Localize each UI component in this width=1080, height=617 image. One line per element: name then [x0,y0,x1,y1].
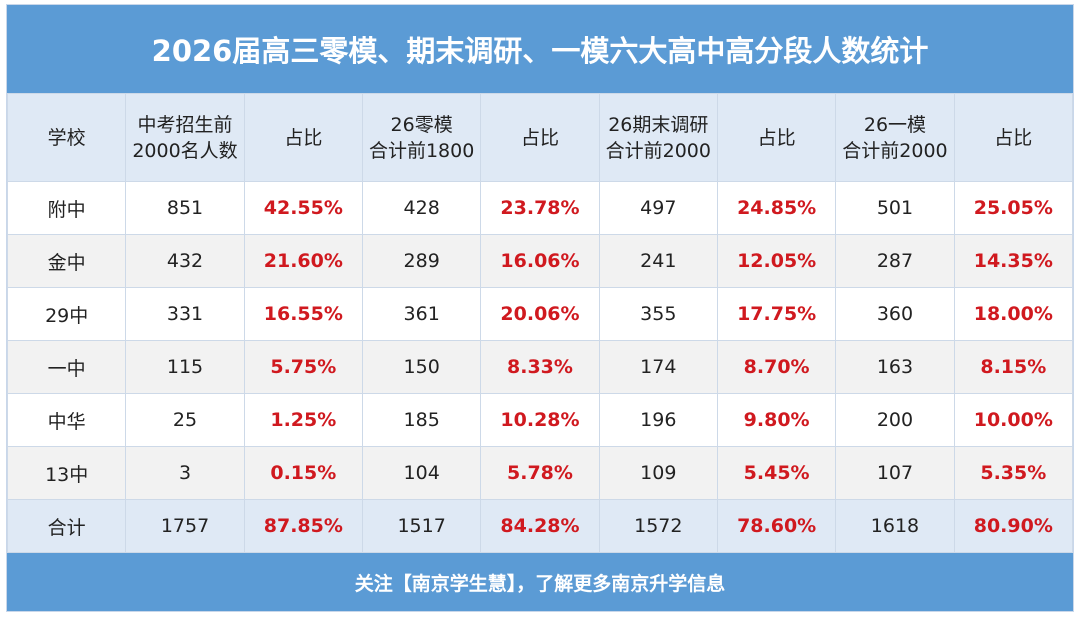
count-cell: 851 [125,181,245,235]
header-zhongkao-ratio: 占比 [243,93,363,182]
header-school: 学校 [6,93,127,182]
table-row: 13中 3 0.15% 104 5.78% 109 5.45% 107 5.35… [6,446,1074,500]
count-cell: 497 [598,181,718,235]
ratio-cell: 17.75% [716,287,837,341]
count-cell: 107 [835,446,955,500]
ratio-cell: 18.00% [953,287,1074,341]
ratio-cell: 8.15% [953,340,1074,394]
ratio-cell: 16.55% [243,287,363,341]
total-ratio-cell: 87.85% [243,499,363,553]
ratio-cell: 0.15% [243,446,363,500]
total-ratio-cell: 84.28% [480,499,600,553]
total-count-cell: 1572 [598,499,718,553]
header-lingmo-ratio: 占比 [480,93,600,182]
count-cell: 331 [125,287,245,341]
ratio-cell: 9.80% [716,393,837,447]
ratio-cell: 23.78% [480,181,600,235]
ratio-cell: 5.35% [953,446,1074,500]
ratio-cell: 20.06% [480,287,600,341]
ratio-cell: 5.78% [480,446,600,500]
count-cell: 360 [835,287,955,341]
header-line: 26期末调研 [608,113,709,136]
total-ratio-cell: 80.90% [953,499,1074,553]
count-cell: 428 [361,181,482,235]
header-line: 合计前2000 [605,139,711,162]
ratio-cell: 5.75% [243,340,363,394]
count-cell: 150 [361,340,482,394]
count-cell: 361 [361,287,482,341]
count-cell: 501 [835,181,955,235]
ratio-cell: 8.70% [716,340,837,394]
count-cell: 25 [125,393,245,447]
table-row: 29中 331 16.55% 361 20.06% 355 17.75% 360… [6,287,1074,341]
table-row: 一中 115 5.75% 150 8.33% 174 8.70% 163 8.1… [6,340,1074,394]
count-cell: 185 [361,393,482,447]
header-line: 占比 [284,126,323,149]
school-cell: 附中 [6,181,127,235]
header-line: 合计前1800 [368,139,475,162]
header-qimo-count: 26期末调研 合计前2000 [598,93,718,182]
total-label-cell: 合计 [6,499,127,553]
header-yimo-count: 26一模合计前2000 [835,93,955,182]
header-zhongkao-count: 中考招生前 2000名人数 [125,93,245,182]
count-cell: 104 [361,446,482,500]
count-cell: 196 [598,393,718,447]
table-header-row: 学校 中考招生前 2000名人数 占比 26零模合计前1800 占比 26期末调研… [6,93,1074,182]
header-lingmo-count: 26零模合计前1800 [361,93,482,182]
ratio-cell: 5.45% [716,446,837,500]
ratio-cell: 21.60% [243,234,363,288]
ratio-cell: 10.00% [953,393,1074,447]
ratio-cell: 1.25% [243,393,363,447]
header-line: 学校 [47,126,86,149]
ratio-cell: 10.28% [480,393,600,447]
total-ratio-cell: 78.60% [716,499,837,553]
school-cell: 一中 [6,340,127,394]
school-cell: 13中 [6,446,127,500]
count-cell: 241 [598,234,718,288]
header-line: 2000名人数 [132,139,238,162]
header-line: 占比 [757,126,796,149]
header-line: 中考招生前 [137,113,233,136]
header-yimo-ratio: 占比 [953,93,1074,182]
header-line: 占比 [994,126,1033,149]
total-count-cell: 1757 [125,499,245,553]
table-row: 金中 432 21.60% 289 16.06% 241 12.05% 287 … [6,234,1074,288]
table-row: 附中 851 42.55% 428 23.78% 497 24.85% 501 … [6,181,1074,235]
total-count-cell: 1618 [835,499,955,553]
stats-card: 2026届高三零模、期末调研、一模六大高中高分段人数统计 学校 中考招生前 200… [6,4,1074,612]
count-cell: 163 [835,340,955,394]
school-cell: 金中 [6,234,127,288]
count-cell: 289 [361,234,482,288]
ratio-cell: 25.05% [953,181,1074,235]
count-cell: 355 [598,287,718,341]
count-cell: 115 [125,340,245,394]
header-line: 合计前2000 [842,139,948,162]
total-row: 合计 1757 87.85% 1517 84.28% 1572 78.60% 1… [6,499,1074,553]
ratio-cell: 14.35% [953,234,1074,288]
table-row: 中华 25 1.25% 185 10.28% 196 9.80% 200 10.… [6,393,1074,447]
page-title: 2026届高三零模、期末调研、一模六大高中高分段人数统计 [7,5,1073,93]
count-cell: 3 [125,446,245,500]
school-cell: 中华 [6,393,127,447]
header-qimo-ratio: 占比 [716,93,837,182]
ratio-cell: 16.06% [480,234,600,288]
count-cell: 432 [125,234,245,288]
count-cell: 174 [598,340,718,394]
ratio-cell: 24.85% [716,181,837,235]
ratio-cell: 12.05% [716,234,837,288]
ratio-cell: 42.55% [243,181,363,235]
stats-table: 学校 中考招生前 2000名人数 占比 26零模合计前1800 占比 26期末调研… [6,93,1074,553]
footer-banner: 关注【南京学生慧】，了解更多南京升学信息 [7,553,1073,611]
total-count-cell: 1517 [361,499,482,553]
school-cell: 29中 [6,287,127,341]
count-cell: 109 [598,446,718,500]
header-line: 占比 [520,126,559,149]
ratio-cell: 8.33% [480,340,600,394]
header-line: 26零模 [390,113,453,136]
count-cell: 200 [835,393,955,447]
count-cell: 287 [835,234,955,288]
header-line: 26一模 [863,113,927,136]
